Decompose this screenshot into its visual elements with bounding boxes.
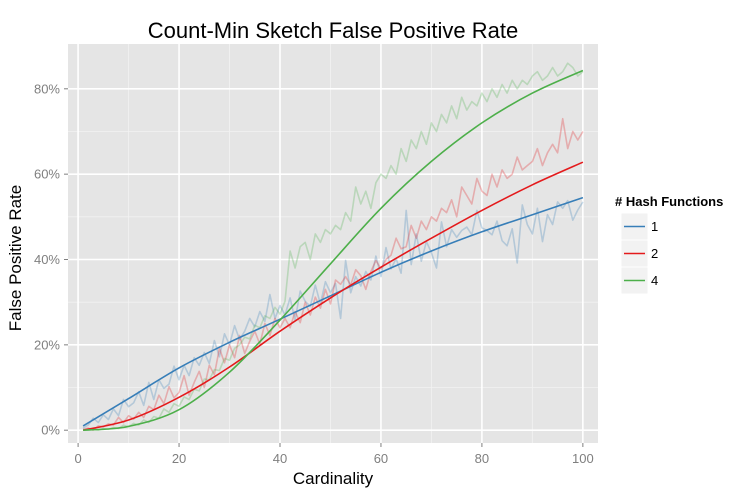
legend-title: # Hash Functions — [615, 194, 723, 209]
series-4-raw-line — [83, 62, 584, 431]
series-2-raw-line — [82, 117, 584, 431]
legend-label: 4 — [651, 273, 658, 288]
x-tick-label: 0 — [74, 451, 81, 466]
series-2-smooth-line — [82, 161, 584, 431]
legend-label: 2 — [651, 246, 658, 261]
series-1-smooth-line — [82, 196, 584, 427]
x-tick-label: 80 — [475, 451, 489, 466]
y-tick-label: 20% — [34, 337, 60, 352]
smooth-series-lines — [82, 69, 584, 431]
chart-title: Count-Min Sketch False Positive Rate — [148, 18, 519, 43]
axis-ticks: 0 20 40 60 80 100 0% 20% 40% 60% 80% — [34, 81, 594, 466]
gridlines — [68, 44, 598, 443]
x-tick-label: 100 — [572, 451, 594, 466]
y-tick-label: 60% — [34, 167, 60, 182]
series-1-raw-line — [82, 199, 584, 429]
x-tick-label: 60 — [374, 451, 388, 466]
y-tick-label: 80% — [34, 81, 60, 96]
legend-label: 1 — [651, 219, 658, 234]
legend: # Hash Functions 1 2 4 — [615, 194, 723, 295]
x-axis-title: Cardinality — [293, 469, 374, 488]
plot-panel — [68, 44, 598, 443]
y-tick-label: 0% — [41, 423, 60, 438]
raw-series-lines — [82, 62, 584, 431]
x-tick-label: 20 — [172, 451, 186, 466]
series-4-smooth-line — [83, 69, 584, 431]
y-tick-label: 40% — [34, 252, 60, 267]
y-axis-title: False Positive Rate — [6, 185, 25, 331]
x-tick-label: 40 — [273, 451, 287, 466]
